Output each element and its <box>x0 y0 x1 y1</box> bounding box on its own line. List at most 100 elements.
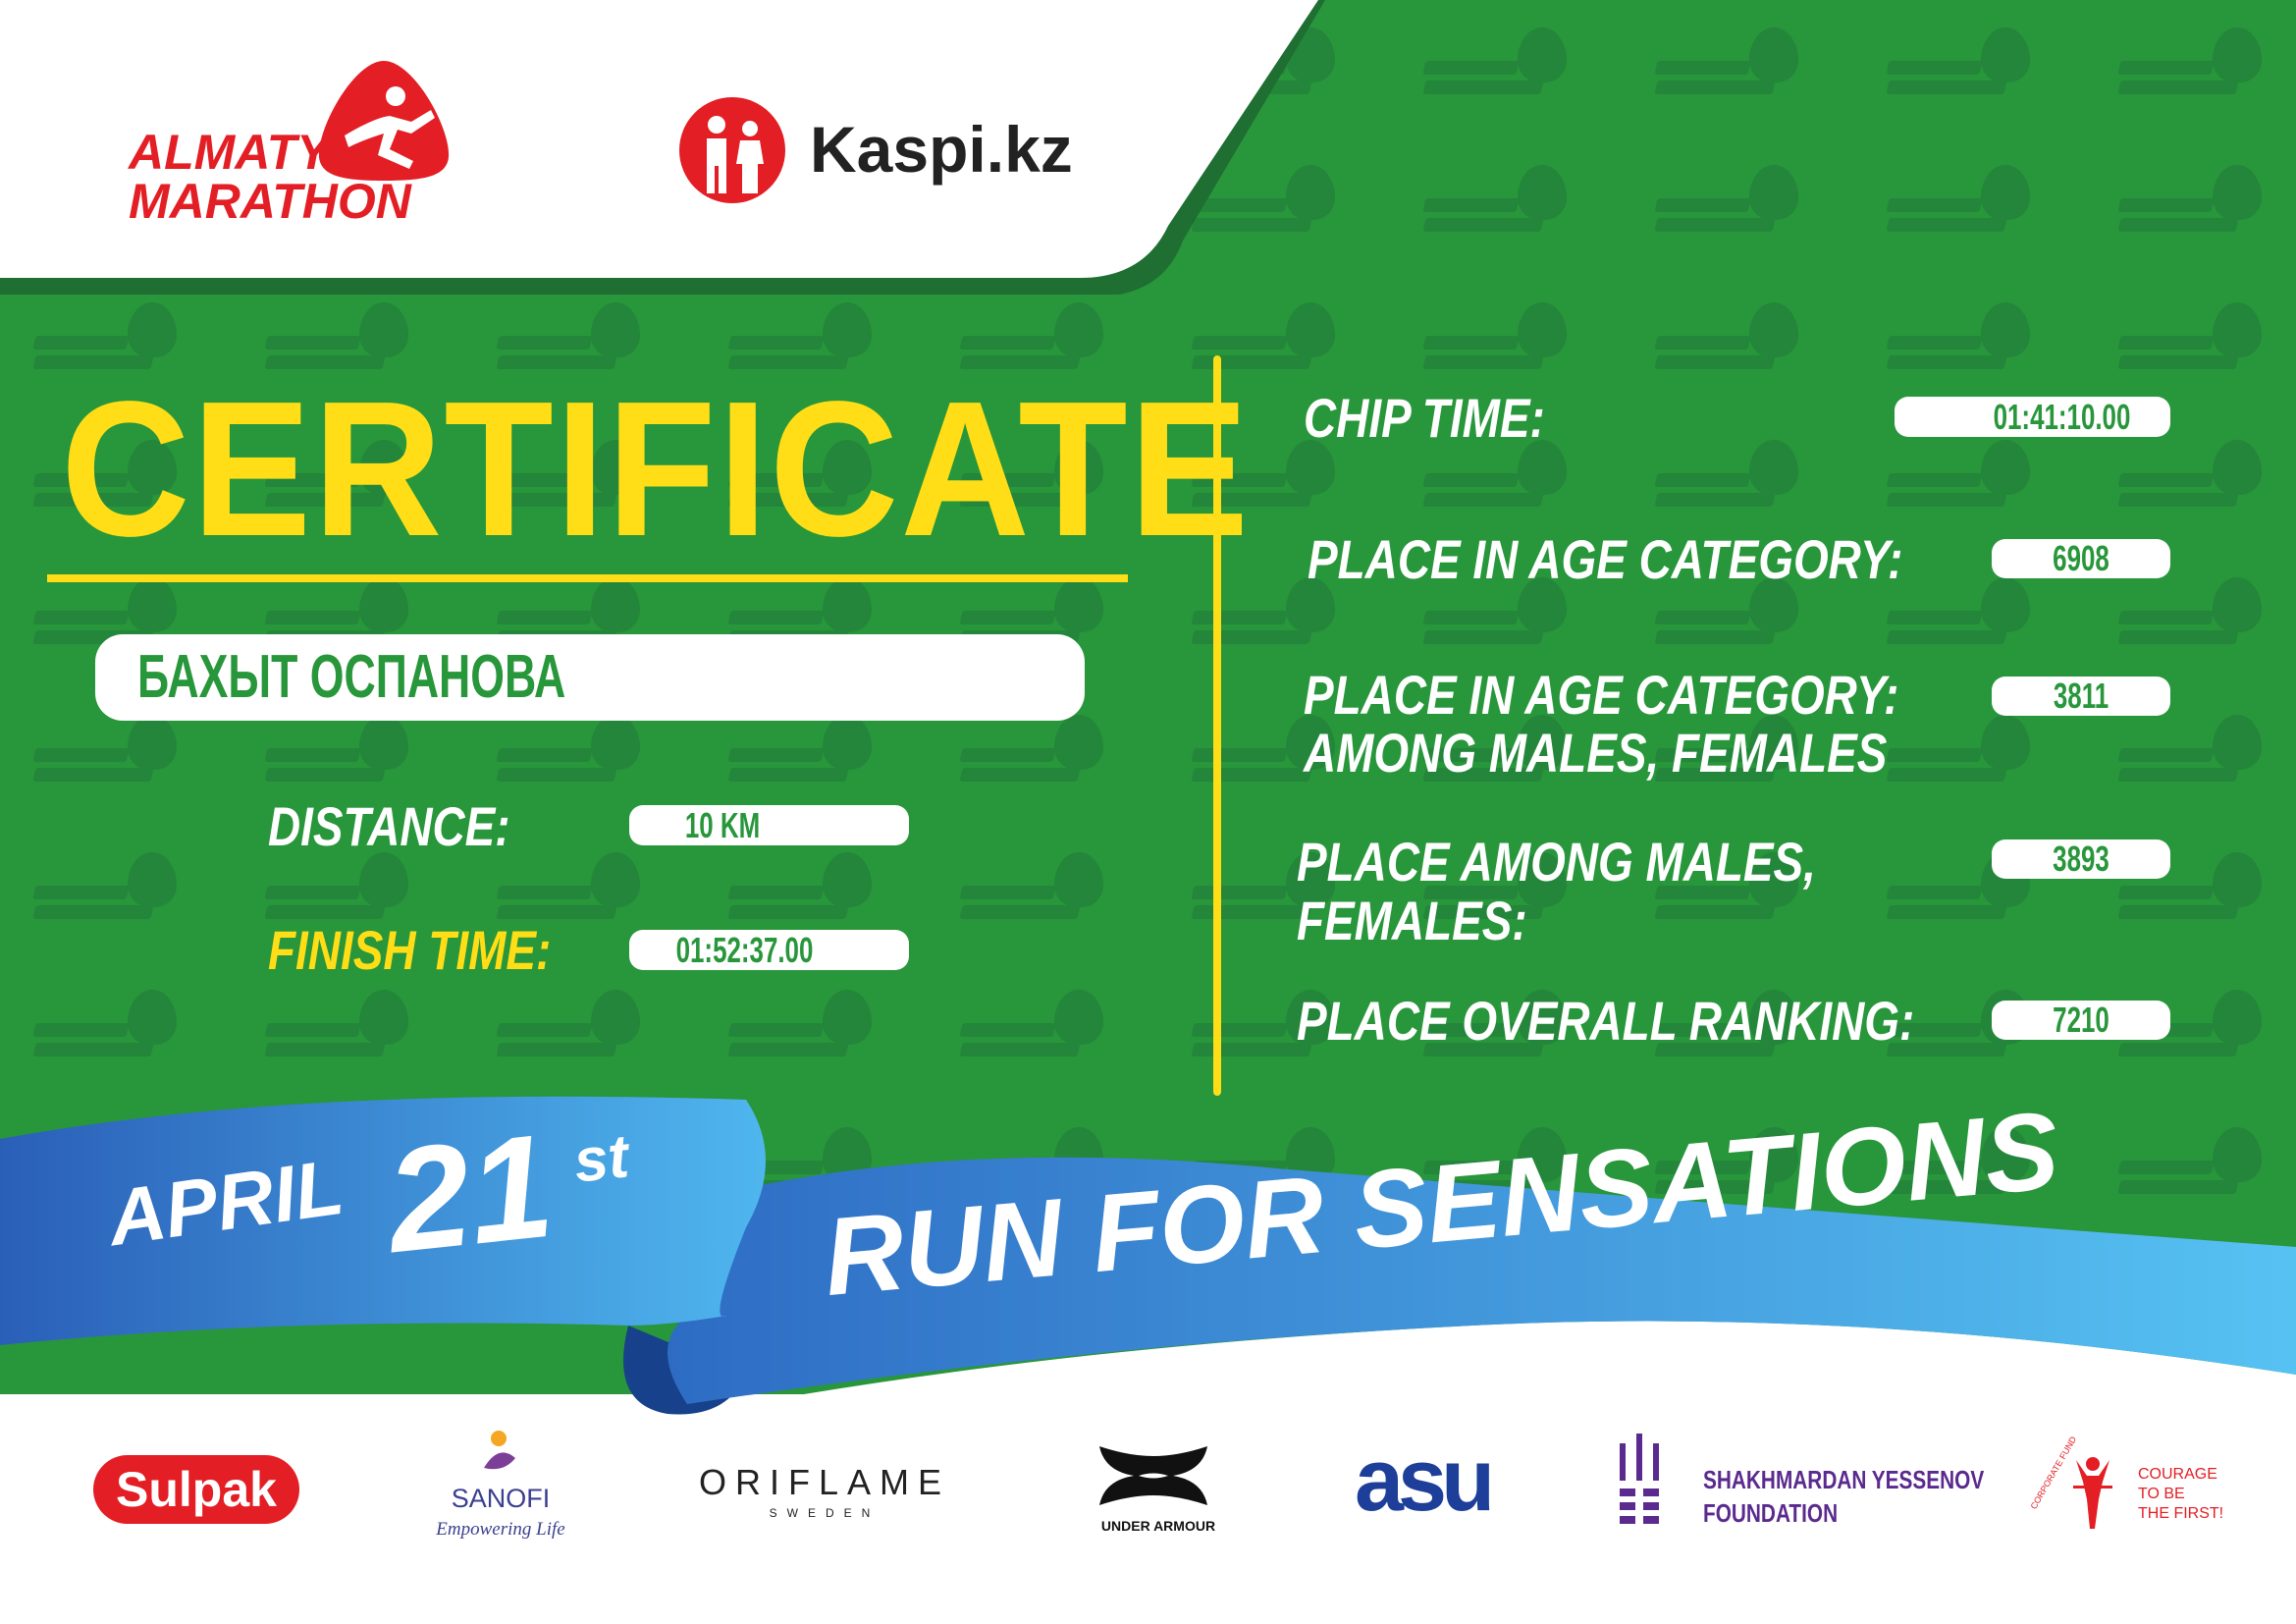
watermark-mark <box>2117 886 2215 899</box>
watermark-drop-icon <box>1054 577 1103 632</box>
watermark-drop-icon <box>359 715 408 770</box>
watermark-mark <box>32 905 154 919</box>
watermark-drop-icon <box>359 852 408 907</box>
watermark-drop-icon <box>823 302 872 357</box>
watermark-drop-icon <box>1749 165 1798 220</box>
watermark-mark <box>2117 493 2239 507</box>
watermark-mark <box>264 748 361 762</box>
watermark-mark <box>1654 611 1751 624</box>
watermark-drop-icon <box>2213 577 2262 632</box>
logo-line-2: MARATHON <box>129 174 411 229</box>
watermark-drop-icon <box>1518 715 1567 770</box>
watermark-drop-icon <box>1518 27 1567 82</box>
watermark-mark <box>959 1043 1081 1056</box>
watermark-mark <box>959 1023 1056 1037</box>
watermark-drop-icon <box>1749 27 1798 82</box>
watermark-drop-icon <box>1981 715 2030 770</box>
date-suffix: st <box>570 1122 632 1196</box>
watermark-drop-icon <box>2213 715 2262 770</box>
watermark-mark <box>1886 336 1983 350</box>
watermark-drop-icon <box>1749 577 1798 632</box>
watermark-mark <box>32 336 130 350</box>
yessenov-emblem-icon <box>1620 1434 1659 1524</box>
place-gender-box: 3893 <box>1992 839 2170 879</box>
watermark-drop-icon <box>1981 165 2030 220</box>
watermark-mark <box>264 1023 361 1037</box>
watermark-drop-icon <box>1518 1127 1567 1182</box>
watermark-mark <box>32 1023 130 1037</box>
watermark-mark <box>1422 336 1520 350</box>
watermark-mark <box>264 905 386 919</box>
watermark-drop-icon <box>1749 715 1798 770</box>
watermark-mark <box>2117 473 2215 487</box>
watermark-drop-icon <box>1518 302 1567 357</box>
date-ribbon <box>0 1096 2296 1624</box>
watermark-mark <box>1886 768 2007 782</box>
watermark-mark <box>264 886 361 899</box>
logo-line-1: ALMATY <box>129 125 330 180</box>
watermark-drop-icon <box>1286 852 1335 907</box>
watermark-drop-icon <box>1286 302 1335 357</box>
watermark-mark <box>727 748 825 762</box>
watermark-mark <box>727 886 825 899</box>
watermark-mark <box>1886 611 1983 624</box>
watermark-drop-icon <box>1518 577 1567 632</box>
watermark-drop-icon <box>591 577 640 632</box>
watermark-drop-icon <box>1054 852 1103 907</box>
sanofi-text: SANOFI <box>451 1484 551 1513</box>
watermark-drop-icon <box>128 302 177 357</box>
watermark-drop-icon <box>359 302 408 357</box>
watermark-mark <box>496 336 593 350</box>
watermark-drop-icon <box>1286 440 1335 495</box>
watermark-mark <box>2117 1043 2239 1056</box>
certificate-title: CERTIFICATE <box>61 361 1251 576</box>
watermark-mark <box>1422 473 1520 487</box>
header-panel <box>0 0 1325 295</box>
watermark-drop-icon <box>591 302 640 357</box>
watermark-drop-icon <box>823 715 872 770</box>
courage-runner-icon <box>2073 1457 2112 1529</box>
watermark-mark <box>1654 355 1776 369</box>
place-gender-label-line1: PLACE AMONG MALES, <box>1297 831 1816 893</box>
watermark-mark <box>1191 630 1312 644</box>
watermark-drop-icon <box>591 852 640 907</box>
place-age-gender-label-line2: AMONG MALES, FEMALES <box>1304 722 1888 784</box>
watermark-drop-icon <box>2213 302 2262 357</box>
place-overall-value: 7210 <box>2053 1000 2109 1040</box>
watermark-drop-icon <box>128 852 177 907</box>
vertical-divider <box>1213 355 1221 1096</box>
place-gender-value: 3893 <box>2053 839 2109 879</box>
watermark-mark <box>1654 473 1751 487</box>
watermark-mark <box>727 768 849 782</box>
kaspi-emblem-icon <box>679 97 785 203</box>
sanofi-emblem-icon <box>484 1431 515 1470</box>
watermark-drop-icon <box>1981 27 2030 82</box>
under-armour-emblem-icon <box>1099 1446 1207 1505</box>
yessenov-line-1: SHAKHMARDAN YESSENOV <box>1703 1465 1985 1494</box>
watermark-mark <box>264 1043 386 1056</box>
place-age-label: PLACE IN AGE CATEGORY: <box>1308 528 1903 590</box>
watermark-drop-icon <box>1749 990 1798 1045</box>
watermark-mark <box>959 886 1056 899</box>
watermark-mark <box>496 1023 593 1037</box>
watermark-mark <box>264 611 361 624</box>
watermark-mark <box>1886 355 2007 369</box>
watermark-mark <box>1886 748 1983 762</box>
almaty-marathon-logo: ALMATY MARATHON <box>129 59 462 231</box>
watermark-drop-icon <box>1054 440 1103 495</box>
watermark-mark <box>959 611 1056 624</box>
sanofi-logo: SANOFI Empowering Life <box>417 1429 584 1546</box>
watermark-mark <box>496 768 617 782</box>
distance-value: 10 KM <box>684 805 761 845</box>
watermark-mark <box>1191 1043 1312 1056</box>
participant-name-bar <box>95 634 1085 721</box>
watermark-drop-icon <box>1054 302 1103 357</box>
watermark-mark <box>1422 611 1520 624</box>
watermark-drop-icon <box>1749 852 1798 907</box>
watermark-drop-icon <box>2213 852 2262 907</box>
finish-time-label: FINISH TIME: <box>268 919 552 981</box>
watermark-mark <box>1191 905 1312 919</box>
watermark-mark <box>1886 905 2007 919</box>
watermark-mark <box>2117 905 2239 919</box>
yessenov-line-2: FOUNDATION <box>1703 1498 1839 1528</box>
